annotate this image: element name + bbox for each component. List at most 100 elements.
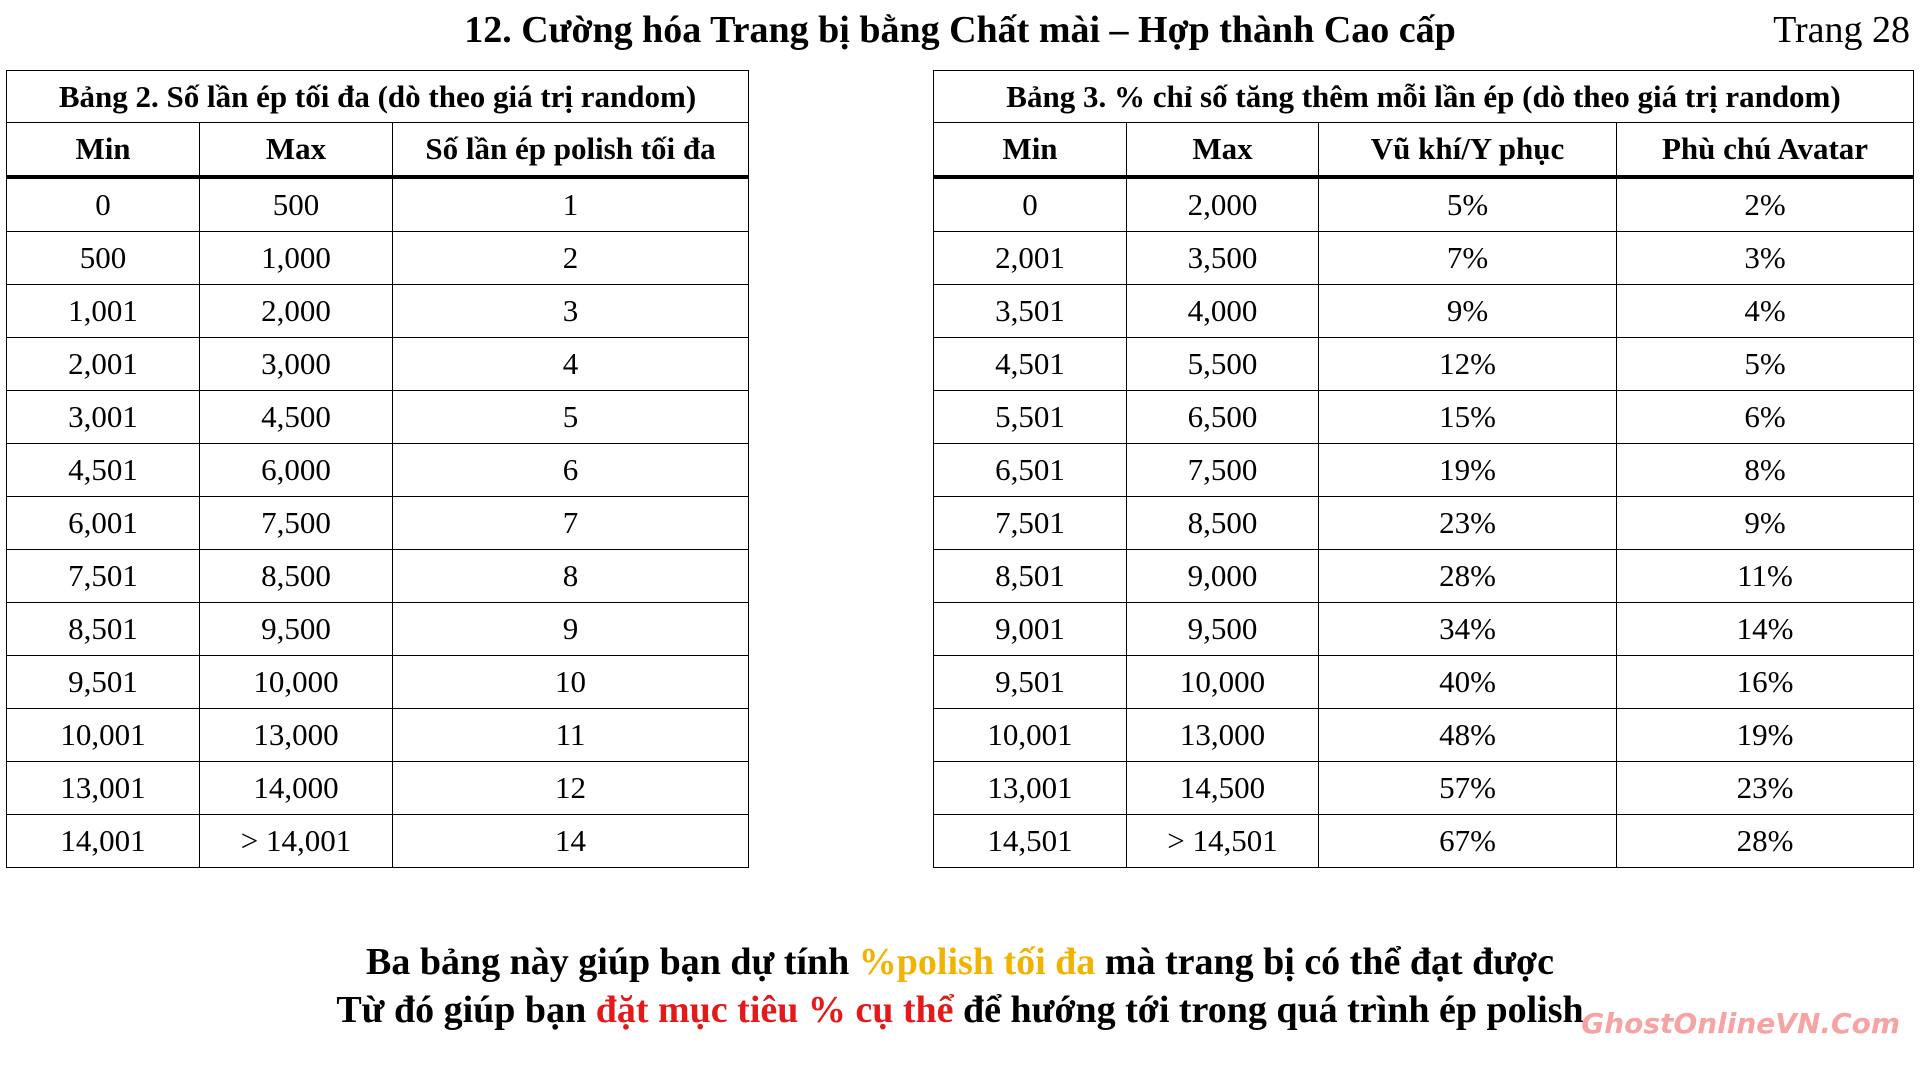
- cell: 67%: [1318, 814, 1617, 868]
- table-row: 7,501 8,500 8: [6, 549, 750, 603]
- cell: 23%: [1318, 496, 1617, 550]
- cell: 6,000: [199, 443, 393, 497]
- column-header: Số lần ép polish tối đa: [391, 122, 750, 179]
- table-row: 10,001 13,000 11: [6, 708, 750, 762]
- cell: 6,001: [6, 496, 200, 550]
- cell: 4,500: [199, 390, 393, 444]
- table-row: 0 500 1: [6, 176, 750, 232]
- cell: 11: [391, 708, 750, 762]
- table-row: 0 2,000 5% 2%: [933, 176, 1914, 232]
- cell: 14%: [1616, 602, 1914, 656]
- page-title: 12. Cường hóa Trang bị bằng Chất mài – H…: [464, 9, 1456, 51]
- table-row: 8,501 9,500 9: [6, 602, 750, 656]
- caption-row: Bảng 2. Số lần ép tối đa (dò theo giá tr…: [5, 70, 750, 123]
- cell: 2,000: [199, 284, 393, 338]
- highlight: %polish tối đa: [858, 941, 1096, 983]
- table-title: Bảng 3. % chỉ số tăng thêm mỗi lần ép (d…: [933, 70, 1914, 123]
- footer-line: Ba bảng này giúp bạn dự tính %polish tối…: [0, 940, 1920, 984]
- cell: 6,501: [933, 443, 1127, 497]
- cell: 0: [6, 176, 200, 232]
- cell: 500: [199, 176, 393, 232]
- cell: 7: [391, 496, 750, 550]
- table-row: 2,001 3,500 7% 3%: [933, 231, 1914, 285]
- cell: 5%: [1318, 176, 1617, 232]
- cell: 8,501: [6, 602, 200, 656]
- table-row: 6,501 7,500 19% 8%: [933, 443, 1914, 497]
- cell: 8,500: [1126, 496, 1319, 550]
- cell: 3,001: [6, 390, 200, 444]
- cell: 3%: [1616, 231, 1914, 285]
- cell: 7%: [1318, 231, 1617, 285]
- cell: 19%: [1616, 708, 1914, 762]
- text: Ba bảng này giúp bạn dự tính: [366, 941, 859, 983]
- cell: 2%: [1616, 176, 1914, 232]
- column-header: Max: [199, 122, 393, 179]
- cell: 13,000: [199, 708, 393, 762]
- column-header: Min: [6, 122, 200, 179]
- cell: 10,001: [6, 708, 200, 762]
- highlight: đặt mục tiêu % cụ thể: [595, 989, 954, 1031]
- text: để hướng tới trong quá trình ép polish: [953, 989, 1584, 1031]
- cell: 3,501: [933, 284, 1127, 338]
- cell: 15%: [1318, 390, 1617, 444]
- cell: 4,000: [1126, 284, 1319, 338]
- column-header: Phù chú Avatar: [1616, 122, 1914, 179]
- table-row: 9,501 10,000 10: [6, 655, 750, 709]
- table-row: 1,001 2,000 3: [6, 284, 750, 338]
- cell: 9,501: [6, 655, 200, 709]
- cell: > 14,001: [199, 814, 393, 868]
- table-row: 14,501 > 14,501 67% 28%: [933, 814, 1914, 868]
- table-row: 3,001 4,500 5: [6, 390, 750, 444]
- cell: 9,500: [1126, 602, 1319, 656]
- column-header: Min: [933, 122, 1127, 179]
- table-row: 8,501 9,000 28% 11%: [933, 549, 1914, 603]
- cell: 7,501: [933, 496, 1127, 550]
- table-row: 3,501 4,000 9% 4%: [933, 284, 1914, 338]
- cell: 23%: [1616, 761, 1914, 815]
- cell: 3: [391, 284, 750, 338]
- cell: 40%: [1318, 655, 1617, 709]
- cell: 14: [391, 814, 750, 868]
- cell: 2,001: [6, 337, 200, 391]
- cell: 10: [391, 655, 750, 709]
- cell: 13,001: [6, 761, 200, 815]
- cell: 13,000: [1126, 708, 1319, 762]
- table-row: 13,001 14,500 57% 23%: [933, 761, 1914, 815]
- table-row: 14,001 > 14,001 14: [6, 814, 750, 868]
- table-row: 10,001 13,000 48% 19%: [933, 708, 1914, 762]
- table-row: 6,001 7,500 7: [6, 496, 750, 550]
- cell: 9,500: [199, 602, 393, 656]
- table-row: 9,001 9,500 34% 14%: [933, 602, 1914, 656]
- table-row: 7,501 8,500 23% 9%: [933, 496, 1914, 550]
- cell: 9: [391, 602, 750, 656]
- cell: 9%: [1616, 496, 1914, 550]
- page-number: Trang 28: [1773, 9, 1910, 51]
- cell: 11%: [1616, 549, 1914, 603]
- table-row: 5,501 6,500 15% 6%: [933, 390, 1914, 444]
- cell: 10,000: [1126, 655, 1319, 709]
- cell: 4%: [1616, 284, 1914, 338]
- cell: 4,501: [6, 443, 200, 497]
- cell: 12: [391, 761, 750, 815]
- cell: 5,500: [1126, 337, 1319, 391]
- watermark: GhostOnlineVN.Com: [1581, 1007, 1900, 1040]
- cell: 19%: [1318, 443, 1617, 497]
- cell: 3,500: [1126, 231, 1319, 285]
- table-row: 13,001 14,000 12: [6, 761, 750, 815]
- cell: 13,001: [933, 761, 1127, 815]
- footer-line: Từ đó giúp bạn đặt mục tiêu % cụ thể để …: [0, 988, 1920, 1032]
- cell: 6%: [1616, 390, 1914, 444]
- cell: 9,001: [933, 602, 1127, 656]
- cell: 7,500: [1126, 443, 1319, 497]
- cell: 28%: [1616, 814, 1914, 868]
- cell: 14,500: [1126, 761, 1319, 815]
- table-row: 500 1,000 2: [6, 231, 750, 285]
- header-row: Min Max Vũ khí/Y phục Phù chú Avatar: [933, 122, 1914, 179]
- cell: 1,000: [199, 231, 393, 285]
- cell: 16%: [1616, 655, 1914, 709]
- cell: 5,501: [933, 390, 1127, 444]
- cell: 2,000: [1126, 176, 1319, 232]
- cell: 6,500: [1126, 390, 1319, 444]
